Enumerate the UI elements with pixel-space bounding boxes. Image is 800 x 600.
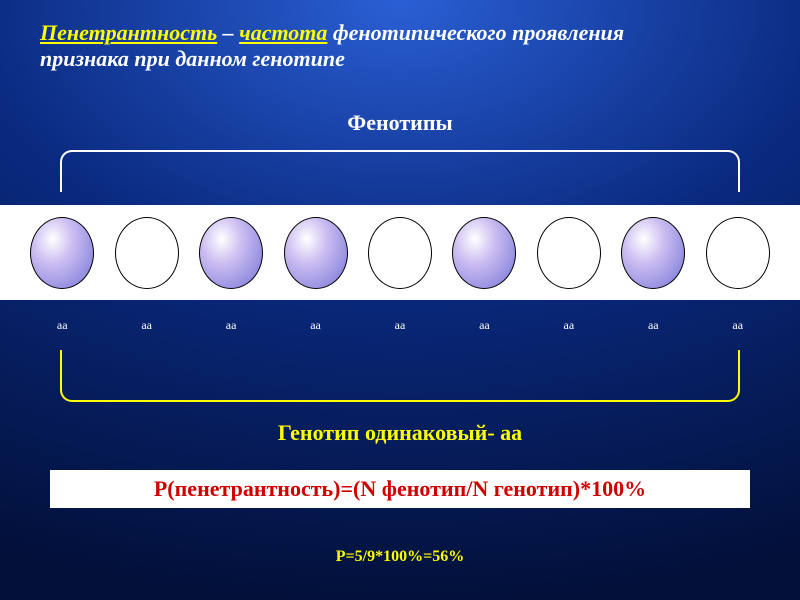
genotype-aa: аа bbox=[442, 318, 526, 333]
oval-empty bbox=[537, 217, 601, 289]
aa-row: аааааааааааааааааа bbox=[0, 318, 800, 333]
oval-filled bbox=[452, 217, 516, 289]
genotype-aa: аа bbox=[527, 318, 611, 333]
oval-filled bbox=[621, 217, 685, 289]
title-block: Пенетрантность – частота фенотипического… bbox=[40, 20, 760, 72]
title-line-1: Пенетрантность – частота фенотипического… bbox=[40, 20, 760, 46]
oval-filled bbox=[284, 217, 348, 289]
title-line-2: признака при данном генотипе bbox=[40, 46, 760, 72]
calculation-line: Р=5/9*100%=56% bbox=[0, 548, 800, 566]
ovals-strip bbox=[0, 205, 800, 300]
oval-empty bbox=[368, 217, 432, 289]
genotype-aa: аа bbox=[20, 318, 104, 333]
top-bracket bbox=[60, 150, 740, 192]
oval-filled bbox=[30, 217, 94, 289]
oval-empty bbox=[706, 217, 770, 289]
ovals-row bbox=[0, 205, 800, 300]
phenotypes-label: Фенотипы bbox=[0, 110, 800, 136]
oval-filled bbox=[199, 217, 263, 289]
oval-empty bbox=[115, 217, 179, 289]
genotype-aa: аа bbox=[611, 318, 695, 333]
genotype-aa: аа bbox=[104, 318, 188, 333]
slide-background: Пенетрантность – частота фенотипического… bbox=[0, 0, 800, 600]
formula-box: Р(пенетрантность)=(N фенотип/N генотип)*… bbox=[50, 470, 750, 508]
genotype-aa: аа bbox=[273, 318, 357, 333]
genotype-aa: аа bbox=[358, 318, 442, 333]
genotype-label: Генотип одинаковый- аа bbox=[0, 420, 800, 446]
genotype-aa: аа bbox=[189, 318, 273, 333]
genotype-aa: аа bbox=[696, 318, 780, 333]
bottom-bracket bbox=[60, 350, 740, 402]
